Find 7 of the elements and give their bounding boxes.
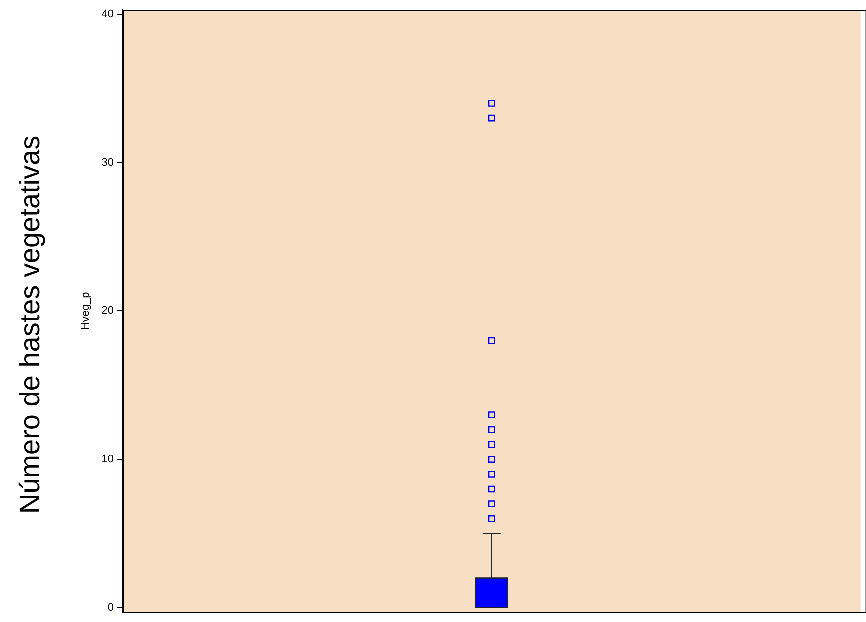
- y-tick-label: 30: [102, 156, 114, 169]
- y-tick-label: 20: [102, 305, 114, 318]
- y-tick-label: 0: [108, 602, 114, 614]
- y-axis-title: Hveg_p: [80, 292, 92, 330]
- y-tick-label: 40: [102, 8, 114, 20]
- y-tick-label: 10: [102, 454, 114, 466]
- text: Número de hastes vegetativas: [14, 136, 46, 514]
